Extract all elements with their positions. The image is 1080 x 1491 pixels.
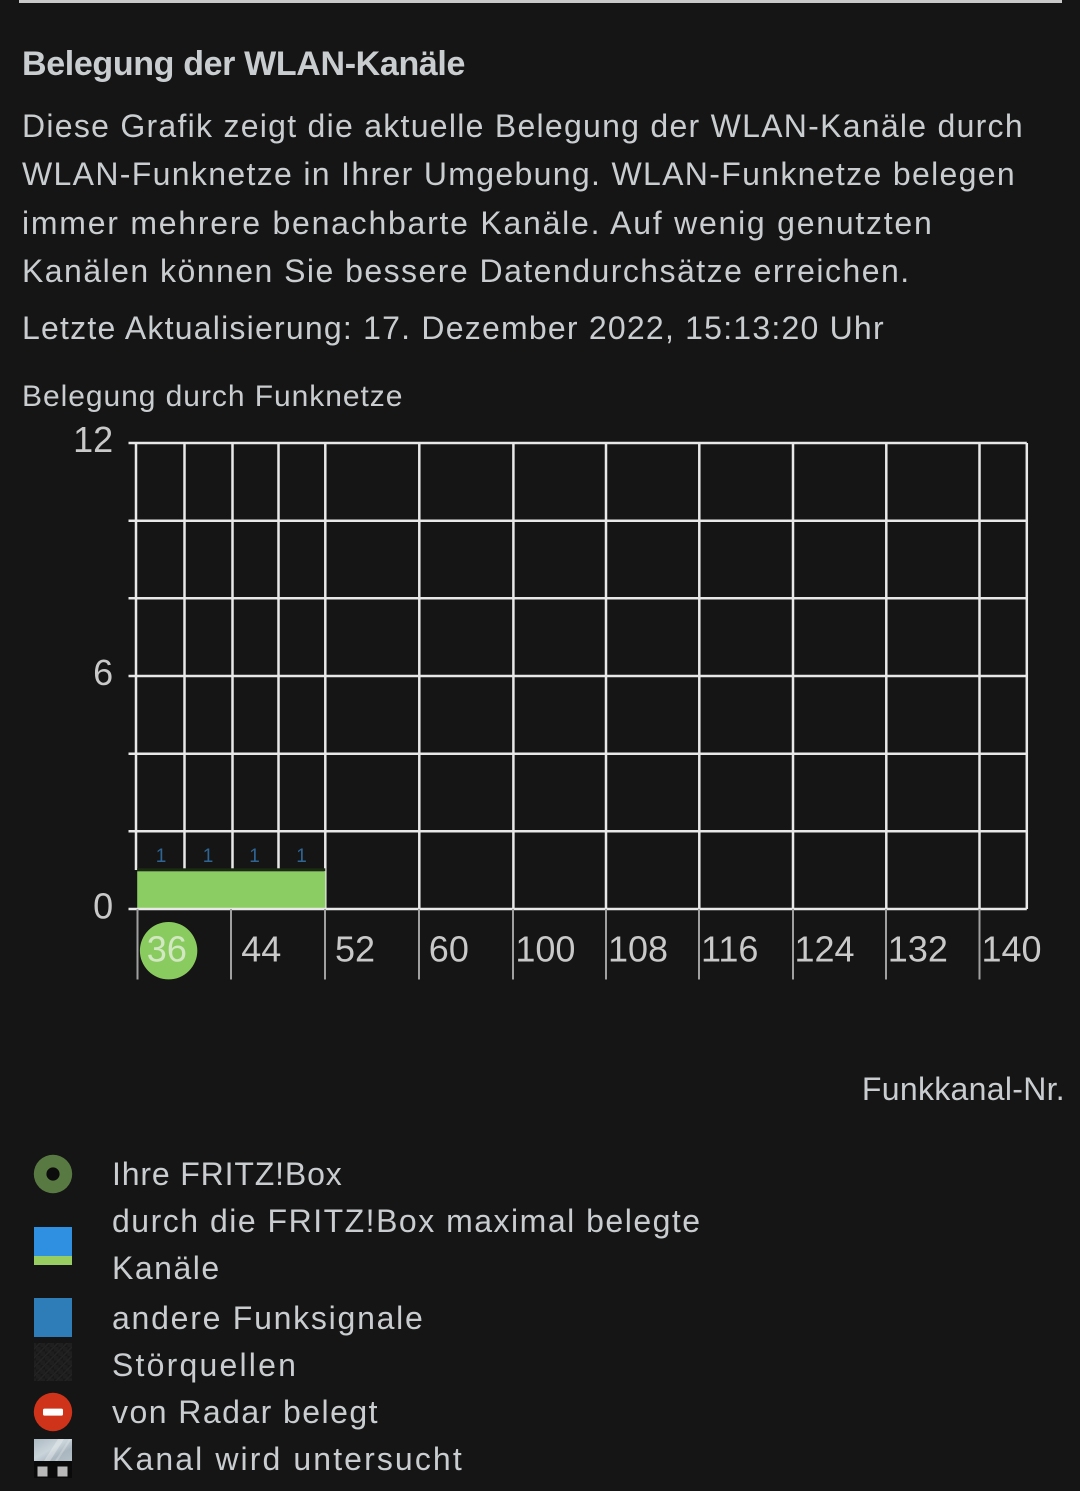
svg-text:1: 1 <box>156 846 167 867</box>
svg-text:44: 44 <box>241 929 281 970</box>
svg-text:124: 124 <box>795 929 855 970</box>
svg-text:1: 1 <box>249 846 260 867</box>
svg-text:1: 1 <box>203 846 214 867</box>
svg-text:36: 36 <box>147 929 187 970</box>
svg-text:140: 140 <box>982 929 1042 970</box>
svg-text:52: 52 <box>335 929 375 970</box>
svg-text:0: 0 <box>93 885 113 926</box>
svg-text:108: 108 <box>608 929 668 970</box>
svg-text:12: 12 <box>73 420 113 460</box>
svg-text:60: 60 <box>429 929 469 970</box>
svg-text:100: 100 <box>515 929 575 970</box>
svg-text:116: 116 <box>701 929 758 970</box>
svg-text:1: 1 <box>296 846 307 867</box>
svg-text:132: 132 <box>888 929 948 970</box>
svg-text:6: 6 <box>93 652 113 693</box>
